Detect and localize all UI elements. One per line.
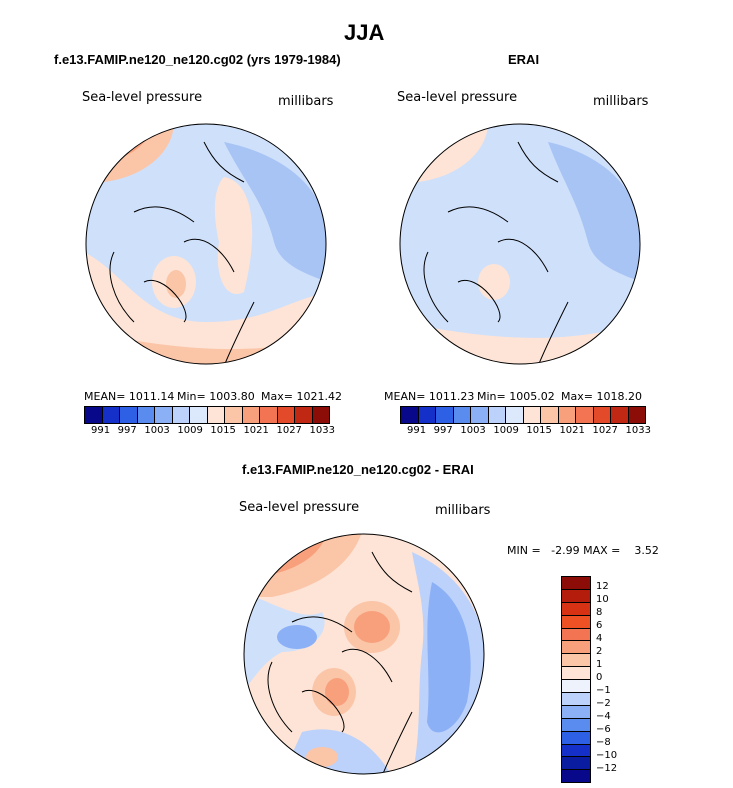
erai-panel-title: ERAI (508, 52, 540, 67)
diff-variable-label: Sea-level pressure (239, 500, 360, 515)
diff-tick: −10 (596, 750, 618, 761)
diff-tick: 12 (596, 581, 609, 592)
erai-units-label: millibars (593, 94, 649, 109)
erai-mean-label: MEAN= 1011.23 (384, 390, 475, 403)
model-panel-title: f.e13.FAMIP.ne120_ne120.cg02 (yrs 1979-1… (54, 52, 341, 67)
model-colorbar (84, 406, 330, 424)
erai-max-label: Max= 1018.20 (561, 390, 642, 403)
erai-min-label: Min= 1005.02 (477, 390, 555, 403)
diff-tick: 4 (596, 633, 603, 644)
model-variable-label: Sea-level pressure (82, 90, 203, 105)
erai-colorbar-ticks: 991 997 1003 1009 1015 1021 1027 1033 (407, 425, 651, 436)
model-min-label: Min= 1003.80 (177, 390, 255, 403)
diff-units-label: millibars (435, 503, 491, 518)
diff-stats-label: MIN = -2.99 MAX = 3.52 (507, 544, 659, 557)
diff-tick: 0 (596, 672, 603, 683)
diff-tick: −1 (596, 685, 611, 696)
diff-panel-title: f.e13.FAMIP.ne120_ne120.cg02 - ERAI (242, 462, 474, 477)
diff-tick: 2 (596, 646, 603, 657)
season-title: JJA (344, 20, 385, 45)
model-mean-label: MEAN= 1011.14 (84, 390, 175, 403)
diff-tick: −4 (596, 711, 611, 722)
diff-tick: 10 (596, 594, 609, 605)
diff-tick: 8 (596, 607, 603, 618)
erai-polar-map (399, 123, 641, 365)
diff-polar-map (243, 533, 485, 775)
diff-tick: −8 (596, 737, 611, 748)
model-units-label: millibars (278, 94, 334, 109)
diff-tick: −2 (596, 698, 611, 709)
erai-colorbar (400, 406, 646, 424)
diff-tick: 1 (596, 659, 603, 670)
diff-tick: 6 (596, 620, 603, 631)
diff-tick: −12 (596, 763, 618, 774)
diff-tick: −6 (596, 724, 611, 735)
model-max-label: Max= 1021.42 (261, 390, 342, 403)
diff-colorbar (561, 576, 591, 784)
model-polar-map (85, 123, 327, 365)
erai-variable-label: Sea-level pressure (397, 90, 518, 105)
model-colorbar-ticks: 991 997 1003 1009 1015 1021 1027 1033 (91, 425, 335, 436)
